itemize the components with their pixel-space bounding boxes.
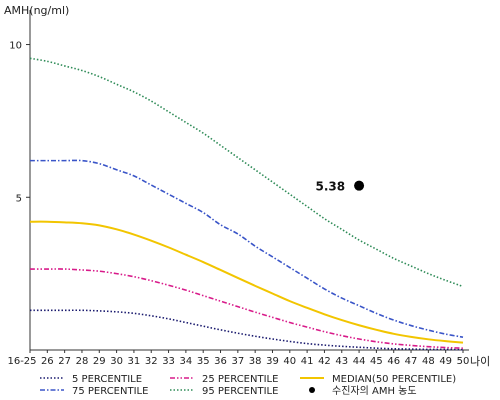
x-tick-label: 49 — [439, 356, 452, 367]
x-tick-label: 30 — [110, 356, 123, 367]
series-line-5-percentile — [30, 309, 464, 351]
x-tick-label: 16-25 — [7, 356, 36, 367]
x-tick-label: 27 — [58, 356, 71, 367]
x-tick-label: 41 — [301, 356, 314, 367]
patient-marker: 5.38 — [315, 180, 365, 194]
x-tick-label: 26 — [41, 356, 54, 367]
x-tick-label: 36 — [214, 356, 227, 367]
series-line-95-percentile — [29, 57, 464, 288]
y-tick-label: 5 — [16, 193, 22, 204]
legend-label-75-percentile: 75 PERCENTILE — [72, 386, 148, 397]
y-tick-label: 10 — [9, 41, 22, 52]
legend-label-25-percentile: 25 PERCENTILE — [202, 374, 278, 385]
x-tick-label: 31 — [128, 356, 141, 367]
x-tick-label: 35 — [197, 356, 210, 367]
patient-point-label: 5.38 — [315, 180, 345, 194]
x-tick-label: 40 — [283, 356, 296, 367]
y-axis-label: AMH(ng/ml) — [4, 4, 69, 17]
x-tick-label: 50 — [457, 356, 470, 367]
x-tick-label: 39 — [266, 356, 279, 367]
x-tick-label: 47 — [405, 356, 418, 367]
series-line-median-50-percentile — [29, 220, 464, 344]
legend-swatch-patient — [309, 387, 315, 393]
legend-label-median-50-percentile: MEDIAN(50 PERCENTILE) — [332, 374, 456, 385]
series-line-25-percentile — [29, 268, 464, 349]
patient-point — [354, 180, 365, 191]
x-tick-label: 45 — [370, 356, 383, 367]
legend-label-5-percentile: 5 PERCENTILE — [72, 374, 142, 385]
x-tick-label: 42 — [318, 356, 331, 367]
x-tick-label: 38 — [249, 356, 262, 367]
axes: AMH(ng/ml) 나이 5 10 16-25 26 27 28 29 30 31 32 33 34 35… — [4, 4, 490, 368]
x-axis-label: 나이 — [470, 355, 490, 368]
x-tick-label: 43 — [335, 356, 348, 367]
x-tick-label: 44 — [353, 356, 366, 367]
x-tick-label: 29 — [93, 356, 106, 367]
x-tick-label: 48 — [422, 356, 435, 367]
x-tick-label: 34 — [180, 356, 193, 367]
series-line-75-percentile — [29, 159, 464, 338]
legend-label-patient: 수진자의 AMH 농도 — [332, 385, 417, 397]
legend-label-95-percentile: 95 PERCENTILE — [202, 386, 278, 397]
x-tick-label: 28 — [76, 356, 89, 367]
x-tick-label: 46 — [387, 356, 400, 367]
series-lines — [29, 57, 464, 351]
x-tick-label: 37 — [231, 356, 244, 367]
x-tick-label: 33 — [162, 356, 175, 367]
x-tick-label: 32 — [145, 356, 158, 367]
